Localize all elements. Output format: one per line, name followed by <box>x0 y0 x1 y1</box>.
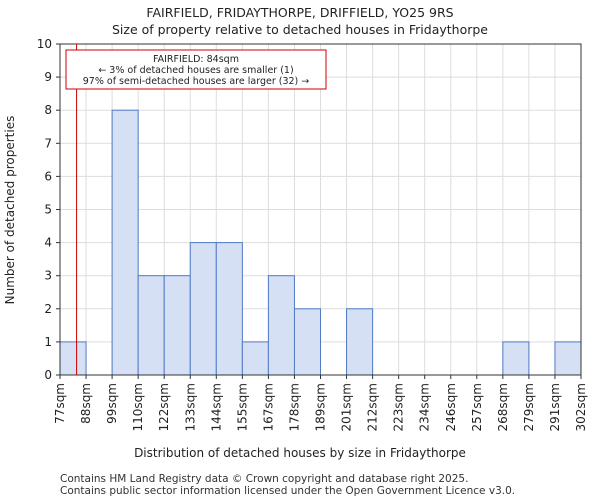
x-tick-label: 257sqm <box>470 383 484 431</box>
histogram-bar <box>189 242 217 376</box>
y-tick-label: 8 <box>44 103 52 117</box>
x-tick-label: 279sqm <box>522 383 536 431</box>
annotation-frame <box>65 49 327 90</box>
attribution-footer: Contains HM Land Registry data © Crown c… <box>60 473 515 497</box>
histogram-bar <box>241 341 269 376</box>
histogram-bar <box>293 308 322 376</box>
attribution-line-2: Contains public sector information licen… <box>60 485 516 497</box>
x-tick-label: 291sqm <box>548 383 562 431</box>
histogram-bar <box>502 341 530 376</box>
y-tick-label: 3 <box>44 269 52 283</box>
chart-title-block: FAIRFIELD, FRIDAYTHORPE, DRIFFIELD, YO25… <box>0 4 600 38</box>
chart-title: FAIRFIELD, FRIDAYTHORPE, DRIFFIELD, YO25… <box>146 5 454 20</box>
x-tick-label: 268sqm <box>496 383 510 431</box>
histogram-bar <box>137 275 165 376</box>
y-tick-label: 0 <box>44 368 52 382</box>
x-tick-layer: 77sqm 88sqm 99sqm 110sqm 122sqm 133sqm 144sqm 1… <box>53 375 588 431</box>
y-tick-label: 4 <box>44 236 52 250</box>
x-tick-label: 99sqm <box>105 383 119 424</box>
x-tick-label: 234sqm <box>418 383 432 431</box>
y-tick-label: 9 <box>44 70 52 84</box>
y-tick-label: 2 <box>44 302 52 316</box>
x-tick-label: 133sqm <box>183 383 197 431</box>
x-tick-label: 189sqm <box>314 383 328 431</box>
y-axis-label: Number of detached properties <box>3 116 17 305</box>
x-tick-label: 110sqm <box>131 383 145 431</box>
x-tick-label: 77sqm <box>53 383 67 424</box>
y-tick-layer: 0 1 2 3 4 5 6 7 8 9 10 <box>37 37 60 382</box>
x-tick-label: 223sqm <box>392 383 406 431</box>
histogram-bar <box>554 341 582 376</box>
histogram-bar <box>59 341 87 376</box>
x-tick-label: 144sqm <box>209 383 223 431</box>
x-tick-label: 212sqm <box>366 383 380 431</box>
x-tick-label: 155sqm <box>235 383 249 431</box>
x-tick-label: 201sqm <box>340 383 354 431</box>
x-tick-label: 302sqm <box>574 383 588 431</box>
x-tick-label: 88sqm <box>79 383 93 424</box>
x-tick-label: 167sqm <box>261 383 275 431</box>
histogram-bar <box>267 275 295 376</box>
histogram-bar <box>111 109 139 376</box>
x-tick-label: 122sqm <box>157 383 171 431</box>
x-tick-label: 246sqm <box>444 383 458 431</box>
attribution-line-1: Contains HM Land Registry data © Crown c… <box>60 473 469 485</box>
histogram-bar <box>215 242 243 376</box>
chart-subtitle: Size of property relative to detached ho… <box>111 22 489 37</box>
x-tick-label: 178sqm <box>287 383 301 431</box>
histogram-bar <box>163 275 191 376</box>
y-tick-label: 10 <box>37 37 52 51</box>
annotation-line-3: 97% of semi-detached houses are larger (… <box>83 76 310 87</box>
y-tick-label: 5 <box>44 203 52 217</box>
annotation-line-2: ← 3% of detached houses are smaller (1) <box>98 65 293 76</box>
annotation-box: FAIRFIELD: 84sqm ← 3% of detached houses… <box>65 49 327 90</box>
y-tick-label: 6 <box>44 169 52 183</box>
histogram-bar <box>346 308 374 376</box>
y-tick-label: 1 <box>44 335 52 349</box>
bar-layer <box>59 109 582 376</box>
x-axis-label: Distribution of detached houses by size … <box>134 446 466 460</box>
annotation-line-1: FAIRFIELD: 84sqm <box>153 54 239 65</box>
y-tick-label: 7 <box>44 136 52 150</box>
